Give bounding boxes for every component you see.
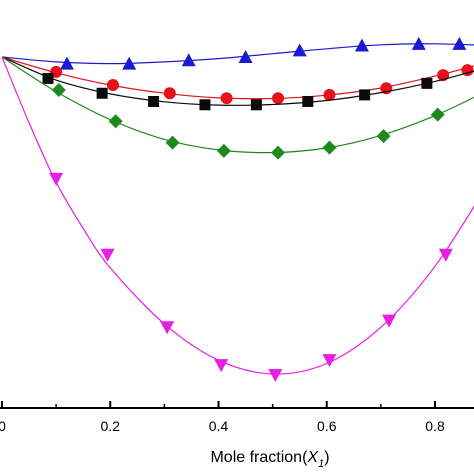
- series-4-point-1-diamond-marker: [51, 82, 66, 97]
- series-3-point-6-square-marker: [302, 95, 314, 107]
- x-tick-label-1: 0: [0, 418, 6, 434]
- series-3-point-3-square-marker: [148, 95, 160, 107]
- series-2-point-2-circle-marker: [106, 79, 119, 92]
- series-1-point-3-triangle-up-marker: [181, 53, 196, 67]
- series-1-point-4-triangle-up-marker: [238, 50, 253, 63]
- series-3-line: [1, 56, 474, 106]
- series-3-point-1-square-marker: [42, 72, 54, 84]
- series-5-point-2-triangle-down-marker: [100, 248, 115, 262]
- x-axis-title: Mole fraction(X1): [210, 449, 329, 470]
- series-4-point-8-diamond-marker: [430, 107, 445, 122]
- series-2-point-5-circle-marker: [272, 92, 285, 105]
- series-1-point-7-triangle-up-marker: [411, 36, 426, 50]
- series-2-point-4-circle-marker: [220, 92, 233, 105]
- series-1-point-2-triangle-up-marker: [122, 56, 137, 70]
- series-5-point-6-triangle-down-marker: [322, 354, 337, 368]
- series-1-point-6-triangle-up-marker: [354, 38, 369, 52]
- series-5-point-1-triangle-down-marker: [49, 172, 64, 186]
- series-5-point-4-triangle-down-marker: [214, 359, 229, 373]
- x-tick-label-2: 0.2: [101, 418, 121, 434]
- series-3-point-2-square-marker: [96, 87, 108, 99]
- series-1-point-1-triangle-up-marker: [59, 56, 74, 70]
- series-3-point-8-square-marker: [421, 77, 433, 89]
- series-4-point-3-diamond-marker: [165, 135, 180, 150]
- series-5-point-3-triangle-down-marker: [160, 321, 175, 335]
- x-tick-label-3: 0.4: [209, 418, 229, 434]
- x-axis-title-variable: X: [306, 449, 319, 466]
- series-5-point-8-triangle-down-marker: [438, 248, 453, 262]
- plot-area: [1, 36, 474, 382]
- series-4-line: [1, 56, 474, 154]
- series-3-point-4-square-marker: [199, 99, 211, 111]
- series-4-point-6-diamond-marker: [322, 140, 337, 155]
- series-1-point-8-triangle-up-marker: [452, 36, 467, 50]
- x-tick-label-5: 0.8: [425, 418, 445, 434]
- series-5-line: [1, 56, 474, 375]
- x-tick-label-4: 0.6: [317, 418, 337, 434]
- series-4-point-4-diamond-marker: [216, 143, 231, 158]
- series-1-line: [1, 43, 474, 65]
- series-1-point-5-triangle-up-marker: [292, 43, 307, 57]
- x-axis: 0 0.2 0.4 0.6 0.8: [0, 401, 474, 434]
- series-4-point-5-diamond-marker: [271, 145, 286, 160]
- series-2-point-3-circle-marker: [163, 87, 176, 100]
- x-axis-title-close: ): [324, 449, 329, 466]
- series-5-point-5-triangle-down-marker: [268, 369, 283, 382]
- series-5-point-7-triangle-down-marker: [381, 314, 396, 328]
- x-axis-title-main: Mole fraction(: [210, 449, 308, 466]
- series-3-point-5-square-marker: [250, 99, 262, 111]
- series-2-line: [1, 56, 474, 100]
- series-4-point-2-diamond-marker: [108, 114, 123, 129]
- series-2-point-6-circle-marker: [323, 88, 336, 101]
- series-4-point-7-diamond-marker: [376, 129, 391, 144]
- x-axis-title-subscript: 1: [318, 458, 324, 470]
- series-3-point-7-square-marker: [359, 89, 371, 101]
